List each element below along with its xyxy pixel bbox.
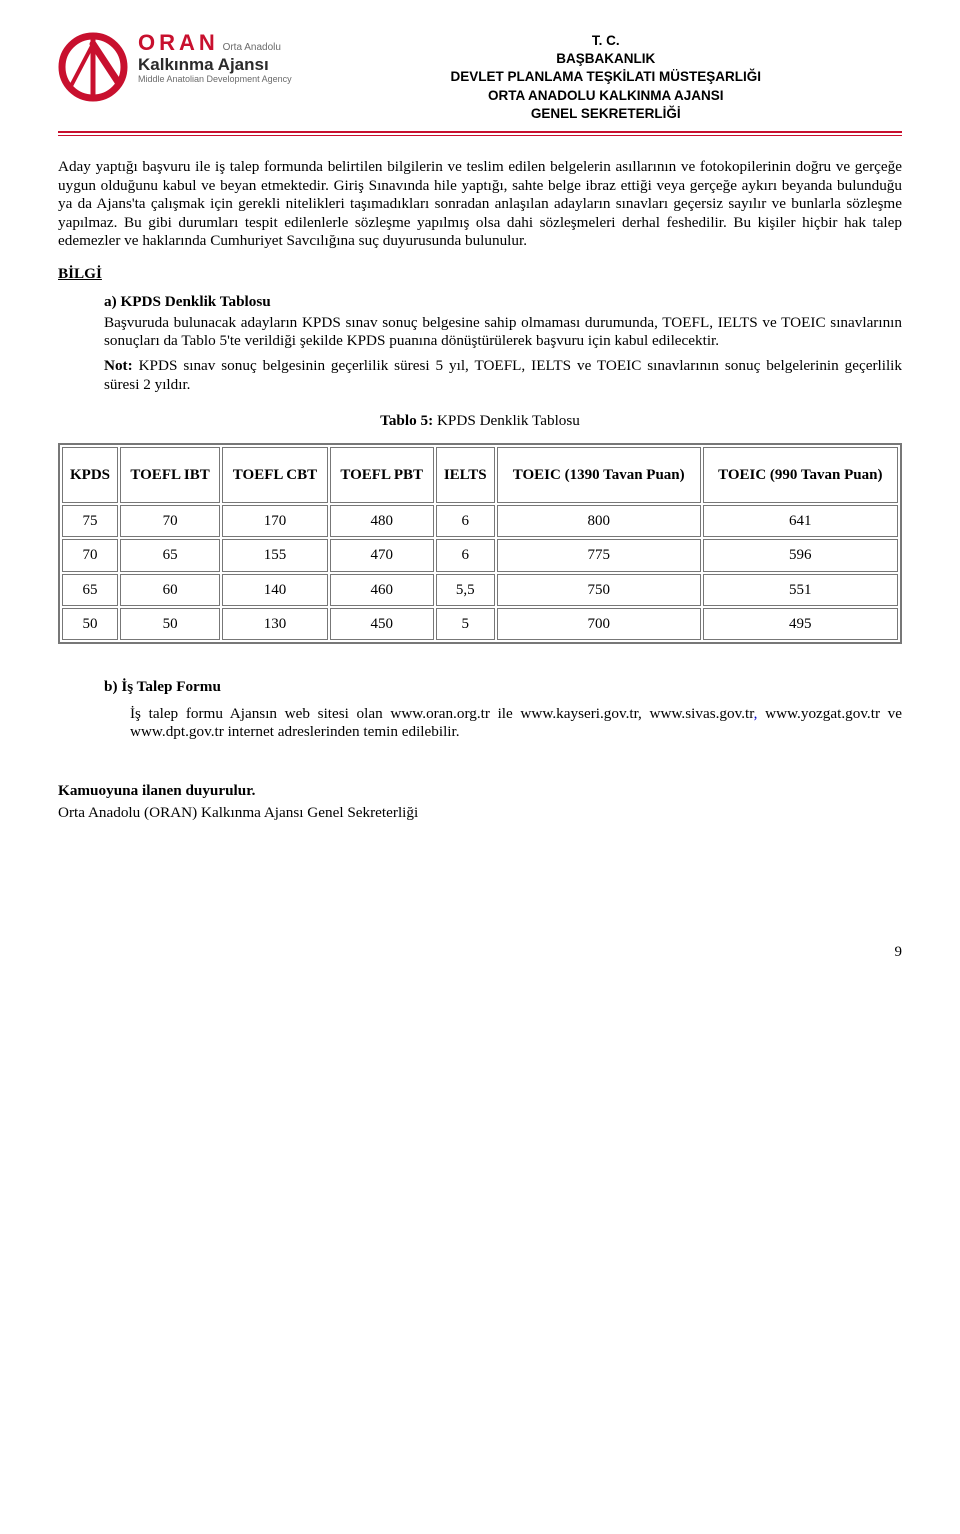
- table-cell: 65: [120, 539, 220, 571]
- table-header: TOEIC (1390 Tavan Puan): [497, 447, 701, 503]
- closing: Kamuoyuna ilanen duyurulur. Orta Anadolu…: [58, 782, 902, 823]
- table-cell: 470: [330, 539, 434, 571]
- logo-brand-sub: Orta Anadolu: [223, 42, 281, 53]
- table-cell: 800: [497, 505, 701, 537]
- table-caption-rest: KPDS Denklik Tablosu: [433, 412, 580, 429]
- table-cell: 5,5: [436, 574, 495, 606]
- table-cell: 70: [62, 539, 118, 571]
- logo-title: Kalkınma Ajansı: [138, 56, 292, 73]
- table-cell: 140: [222, 574, 328, 606]
- table-cell: 65: [62, 574, 118, 606]
- intro-paragraph: Aday yaptığı başvuru ile iş talep formun…: [58, 158, 902, 251]
- table-row: 75701704806800641: [62, 505, 898, 537]
- item-a-text: Başvuruda bulunacak adayların KPDS sınav…: [104, 314, 902, 351]
- table-cell: 750: [497, 574, 701, 606]
- logo-brand: ORAN: [138, 30, 219, 55]
- item-a-title: KPDS Denklik Tablosu: [120, 293, 270, 310]
- header-line: GENEL SEKRETERLİĞİ: [310, 105, 902, 123]
- item-a-label: a) KPDS Denklik Tablosu: [104, 293, 902, 312]
- table-cell: 480: [330, 505, 434, 537]
- item-a-note: Not: KPDS sınav sonuç belgesinin geçerli…: [104, 357, 902, 394]
- table-cell: 130: [222, 608, 328, 640]
- item-b-text-pre: İş talep formu Ajansın web sitesi olan w…: [130, 705, 754, 722]
- item-b-title: İş Talep Formu: [121, 678, 221, 695]
- item-a-note-text: KPDS sınav sonuç belgesinin geçerlilik s…: [104, 357, 902, 393]
- kpds-table: KPDS TOEFL IBT TOEFL CBT TOEFL PBT IELTS…: [58, 443, 902, 644]
- header-authority: T. C. BAŞBAKANLIK DEVLET PLANLAMA TEŞKİL…: [310, 32, 902, 123]
- table-body: 7570170480680064170651554706775596656014…: [62, 505, 898, 640]
- table-cell: 775: [497, 539, 701, 571]
- table-cell: 450: [330, 608, 434, 640]
- item-b: b) İş Talep Formu İş talep formu Ajansın…: [104, 678, 902, 742]
- item-a: a) KPDS Denklik Tablosu Başvuruda buluna…: [104, 293, 902, 394]
- header-rule-thick: [58, 131, 902, 133]
- table-caption-bold: Tablo 5:: [380, 412, 433, 429]
- table-cell: 495: [703, 608, 898, 640]
- table-cell: 50: [62, 608, 118, 640]
- logo-text: ORAN Orta Anadolu Kalkınma Ajansı Middle…: [138, 32, 292, 84]
- page-number: 9: [58, 943, 902, 961]
- closing-bold: Kamuoyuna ilanen duyurulur.: [58, 782, 902, 801]
- table-cell: 170: [222, 505, 328, 537]
- closing-line: Orta Anadolu (ORAN) Kalkınma Ajansı Gene…: [58, 804, 902, 823]
- logo-block: ORAN Orta Anadolu Kalkınma Ajansı Middle…: [58, 32, 292, 102]
- item-a-note-label: Not:: [104, 357, 133, 374]
- table-cell: 75: [62, 505, 118, 537]
- table-caption: Tablo 5: KPDS Denklik Tablosu: [58, 412, 902, 431]
- item-b-marker: b): [104, 678, 118, 695]
- table-cell: 60: [120, 574, 220, 606]
- table-cell: 70: [120, 505, 220, 537]
- page-header: ORAN Orta Anadolu Kalkınma Ajansı Middle…: [58, 32, 902, 123]
- table-cell: 641: [703, 505, 898, 537]
- table-row: 70651554706775596: [62, 539, 898, 571]
- header-line: DEVLET PLANLAMA TEŞKİLATI MÜSTEŞARLIĞI: [310, 68, 902, 86]
- header-line: ORTA ANADOLU KALKINMA AJANSI: [310, 87, 902, 105]
- header-rule-thin: [58, 135, 902, 136]
- table-row: 65601404605,5750551: [62, 574, 898, 606]
- table-header: TOEFL PBT: [330, 447, 434, 503]
- oran-logo-icon: [58, 32, 128, 102]
- table-cell: 6: [436, 505, 495, 537]
- table-cell: 596: [703, 539, 898, 571]
- logo-subtitle: Middle Anatolian Development Agency: [138, 75, 292, 84]
- table-header: TOEFL CBT: [222, 447, 328, 503]
- table-cell: 6: [436, 539, 495, 571]
- table-row: 50501304505700495: [62, 608, 898, 640]
- table-header: TOEFL IBT: [120, 447, 220, 503]
- table-cell: 700: [497, 608, 701, 640]
- header-line: BAŞBAKANLIK: [310, 50, 902, 68]
- table-cell: 551: [703, 574, 898, 606]
- table-cell: 155: [222, 539, 328, 571]
- item-b-label: b) İş Talep Formu: [104, 678, 902, 697]
- section-head-bilgi: BİLGİ: [58, 265, 902, 284]
- item-b-text: İş talep formu Ajansın web sitesi olan w…: [130, 705, 902, 742]
- table-cell: 50: [120, 608, 220, 640]
- header-line: T. C.: [310, 32, 902, 50]
- table-cell: 5: [436, 608, 495, 640]
- table-header: KPDS: [62, 447, 118, 503]
- table-header: IELTS: [436, 447, 495, 503]
- table-header-row: KPDS TOEFL IBT TOEFL CBT TOEFL PBT IELTS…: [62, 447, 898, 503]
- table-header: TOEIC (990 Tavan Puan): [703, 447, 898, 503]
- item-a-marker: a): [104, 293, 117, 310]
- table-cell: 460: [330, 574, 434, 606]
